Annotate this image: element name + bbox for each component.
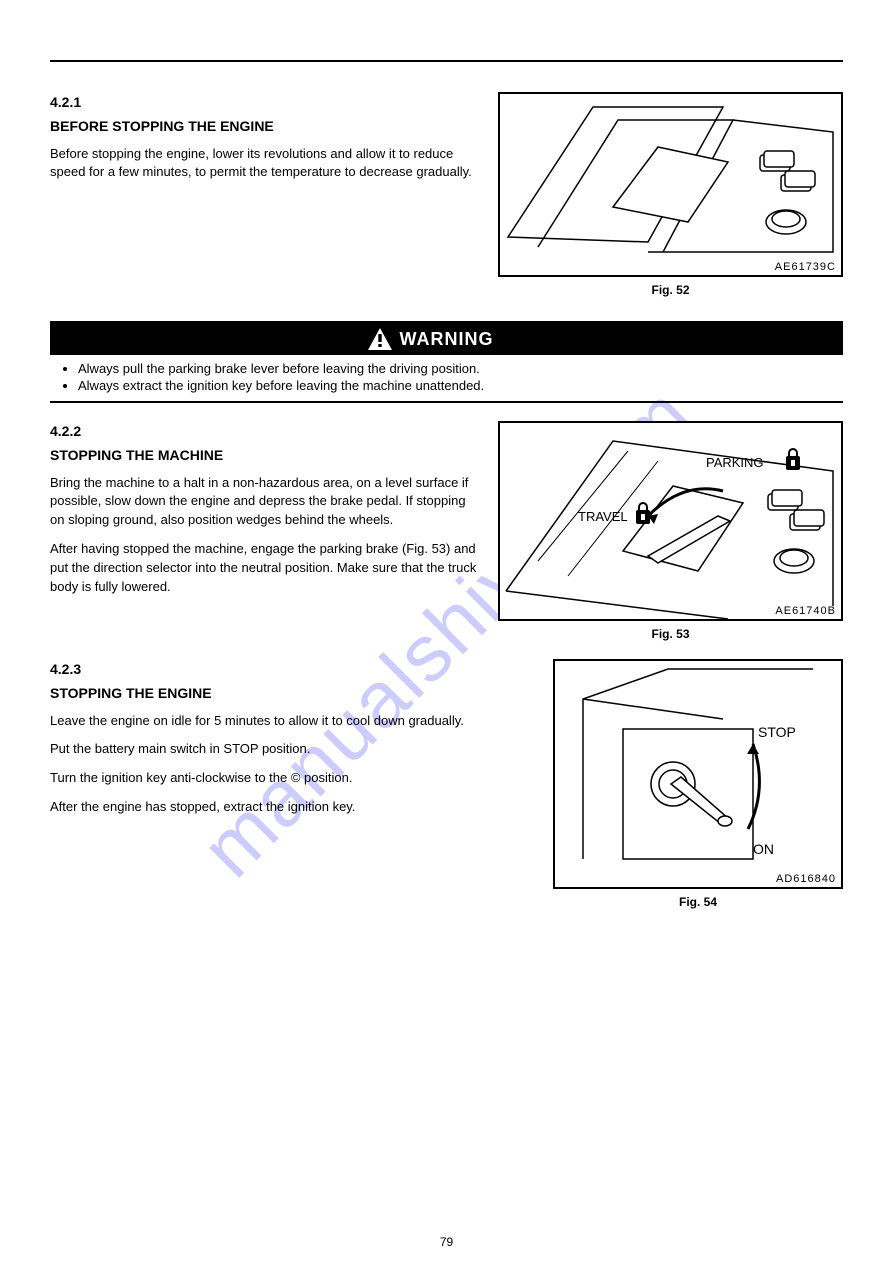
section-1-num: 4.2.1 xyxy=(50,92,478,112)
warning-bar: WARNING xyxy=(50,323,843,355)
section-3-p3: Turn the ignition key anti-clockwise to … xyxy=(50,769,478,788)
section-3-num: 4.2.3 xyxy=(50,659,478,679)
fig-53-id: AE61740B xyxy=(775,605,836,617)
section-1-row: 4.2.1 BEFORE STOPPING THE ENGINE Before … xyxy=(50,92,843,297)
section-2-row: 4.2.2 STOPPING THE MACHINE Bring the mac… xyxy=(50,421,843,641)
section-3-text: 4.2.3 STOPPING THE ENGINE Leave the engi… xyxy=(50,659,478,827)
section-2-p2: After having stopped the machine, engage… xyxy=(50,540,478,597)
section-3-title: STOPPING THE ENGINE xyxy=(50,683,478,703)
section-1-text: 4.2.1 BEFORE STOPPING THE ENGINE Before … xyxy=(50,92,478,192)
section-2-num: 4.2.2 xyxy=(50,421,478,441)
fig-54-svg: STOP ON AD616840 xyxy=(553,659,843,889)
warning-item: Always pull the parking brake lever befo… xyxy=(78,361,843,376)
fig-53-parking-label: PARKING xyxy=(706,455,764,470)
fig-54-stop-label: STOP xyxy=(758,724,796,740)
section-3-p1: Leave the engine on idle for 5 minutes t… xyxy=(50,712,478,731)
top-rule xyxy=(50,60,843,62)
fig-53-box: PARKING TRAVEL AE61740B xyxy=(498,421,843,621)
fig-52-box: AE61739C xyxy=(498,92,843,277)
section-2-p1: Bring the machine to a halt in a non-haz… xyxy=(50,474,478,531)
fig-54-on-label: ON xyxy=(753,841,774,857)
section-2-title: STOPPING THE MACHINE xyxy=(50,445,478,465)
section-1-para: Before stopping the engine, lower its re… xyxy=(50,145,478,183)
fig-54: STOP ON AD616840 Fig. 54 xyxy=(553,659,843,909)
fig-53-travel-label: TRAVEL xyxy=(578,509,628,524)
warning-list: Always pull the parking brake lever befo… xyxy=(50,355,843,393)
page-number: 79 xyxy=(0,1235,893,1249)
warning-block: WARNING Always pull the parking brake le… xyxy=(50,321,843,403)
warning-label: WARNING xyxy=(400,329,494,350)
section-2-text: 4.2.2 STOPPING THE MACHINE Bring the mac… xyxy=(50,421,478,607)
section-3-row: 4.2.3 STOPPING THE ENGINE Leave the engi… xyxy=(50,659,843,909)
fig-53: PARKING TRAVEL AE61740B Fig. 53 xyxy=(498,421,843,641)
fig-52: AE61739C Fig. 52 xyxy=(498,92,843,297)
section-3-p4: After the engine has stopped, extract th… xyxy=(50,798,478,817)
fig-54-box: STOP ON AD616840 xyxy=(553,659,843,889)
warning-item: Always extract the ignition key before l… xyxy=(78,378,843,393)
fig-53-svg: PARKING TRAVEL AE61740B xyxy=(498,421,843,621)
fig-54-caption: Fig. 54 xyxy=(553,895,843,909)
section-1-title: BEFORE STOPPING THE ENGINE xyxy=(50,116,478,136)
fig-52-caption: Fig. 52 xyxy=(498,283,843,297)
section-3-p2: Put the battery main switch in STOP posi… xyxy=(50,740,478,759)
fig-53-caption: Fig. 53 xyxy=(498,627,843,641)
page: 4.2.1 BEFORE STOPPING THE ENGINE Before … xyxy=(0,0,893,929)
fig-52-svg: AE61739C xyxy=(498,92,843,277)
warning-triangle-icon xyxy=(367,327,393,351)
fig-54-id: AD616840 xyxy=(776,873,836,885)
fig-52-id: AE61739C xyxy=(775,261,836,273)
